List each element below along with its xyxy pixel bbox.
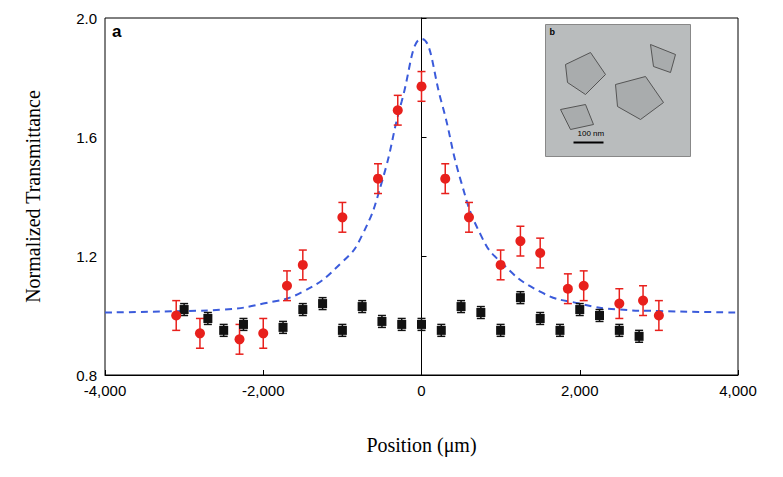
- svg-text:-4,000: -4,000: [84, 382, 127, 399]
- svg-text:1.6: 1.6: [76, 129, 97, 146]
- svg-text:-2,000: -2,000: [242, 382, 285, 399]
- svg-text:4,000: 4,000: [719, 382, 757, 399]
- svg-text:Normalized Transmittance: Normalized Transmittance: [22, 90, 44, 303]
- svg-text:2.0: 2.0: [76, 10, 97, 27]
- svg-text:1.2: 1.2: [76, 248, 97, 265]
- svg-text:100 nm: 100 nm: [578, 129, 605, 138]
- svg-text:2,000: 2,000: [561, 382, 599, 399]
- svg-text:0.8: 0.8: [76, 367, 97, 384]
- svg-text:Position (μm): Position (μm): [366, 434, 476, 457]
- svg-text:a: a: [112, 22, 122, 41]
- svg-text:0: 0: [417, 382, 425, 399]
- svg-text:b: b: [550, 27, 556, 37]
